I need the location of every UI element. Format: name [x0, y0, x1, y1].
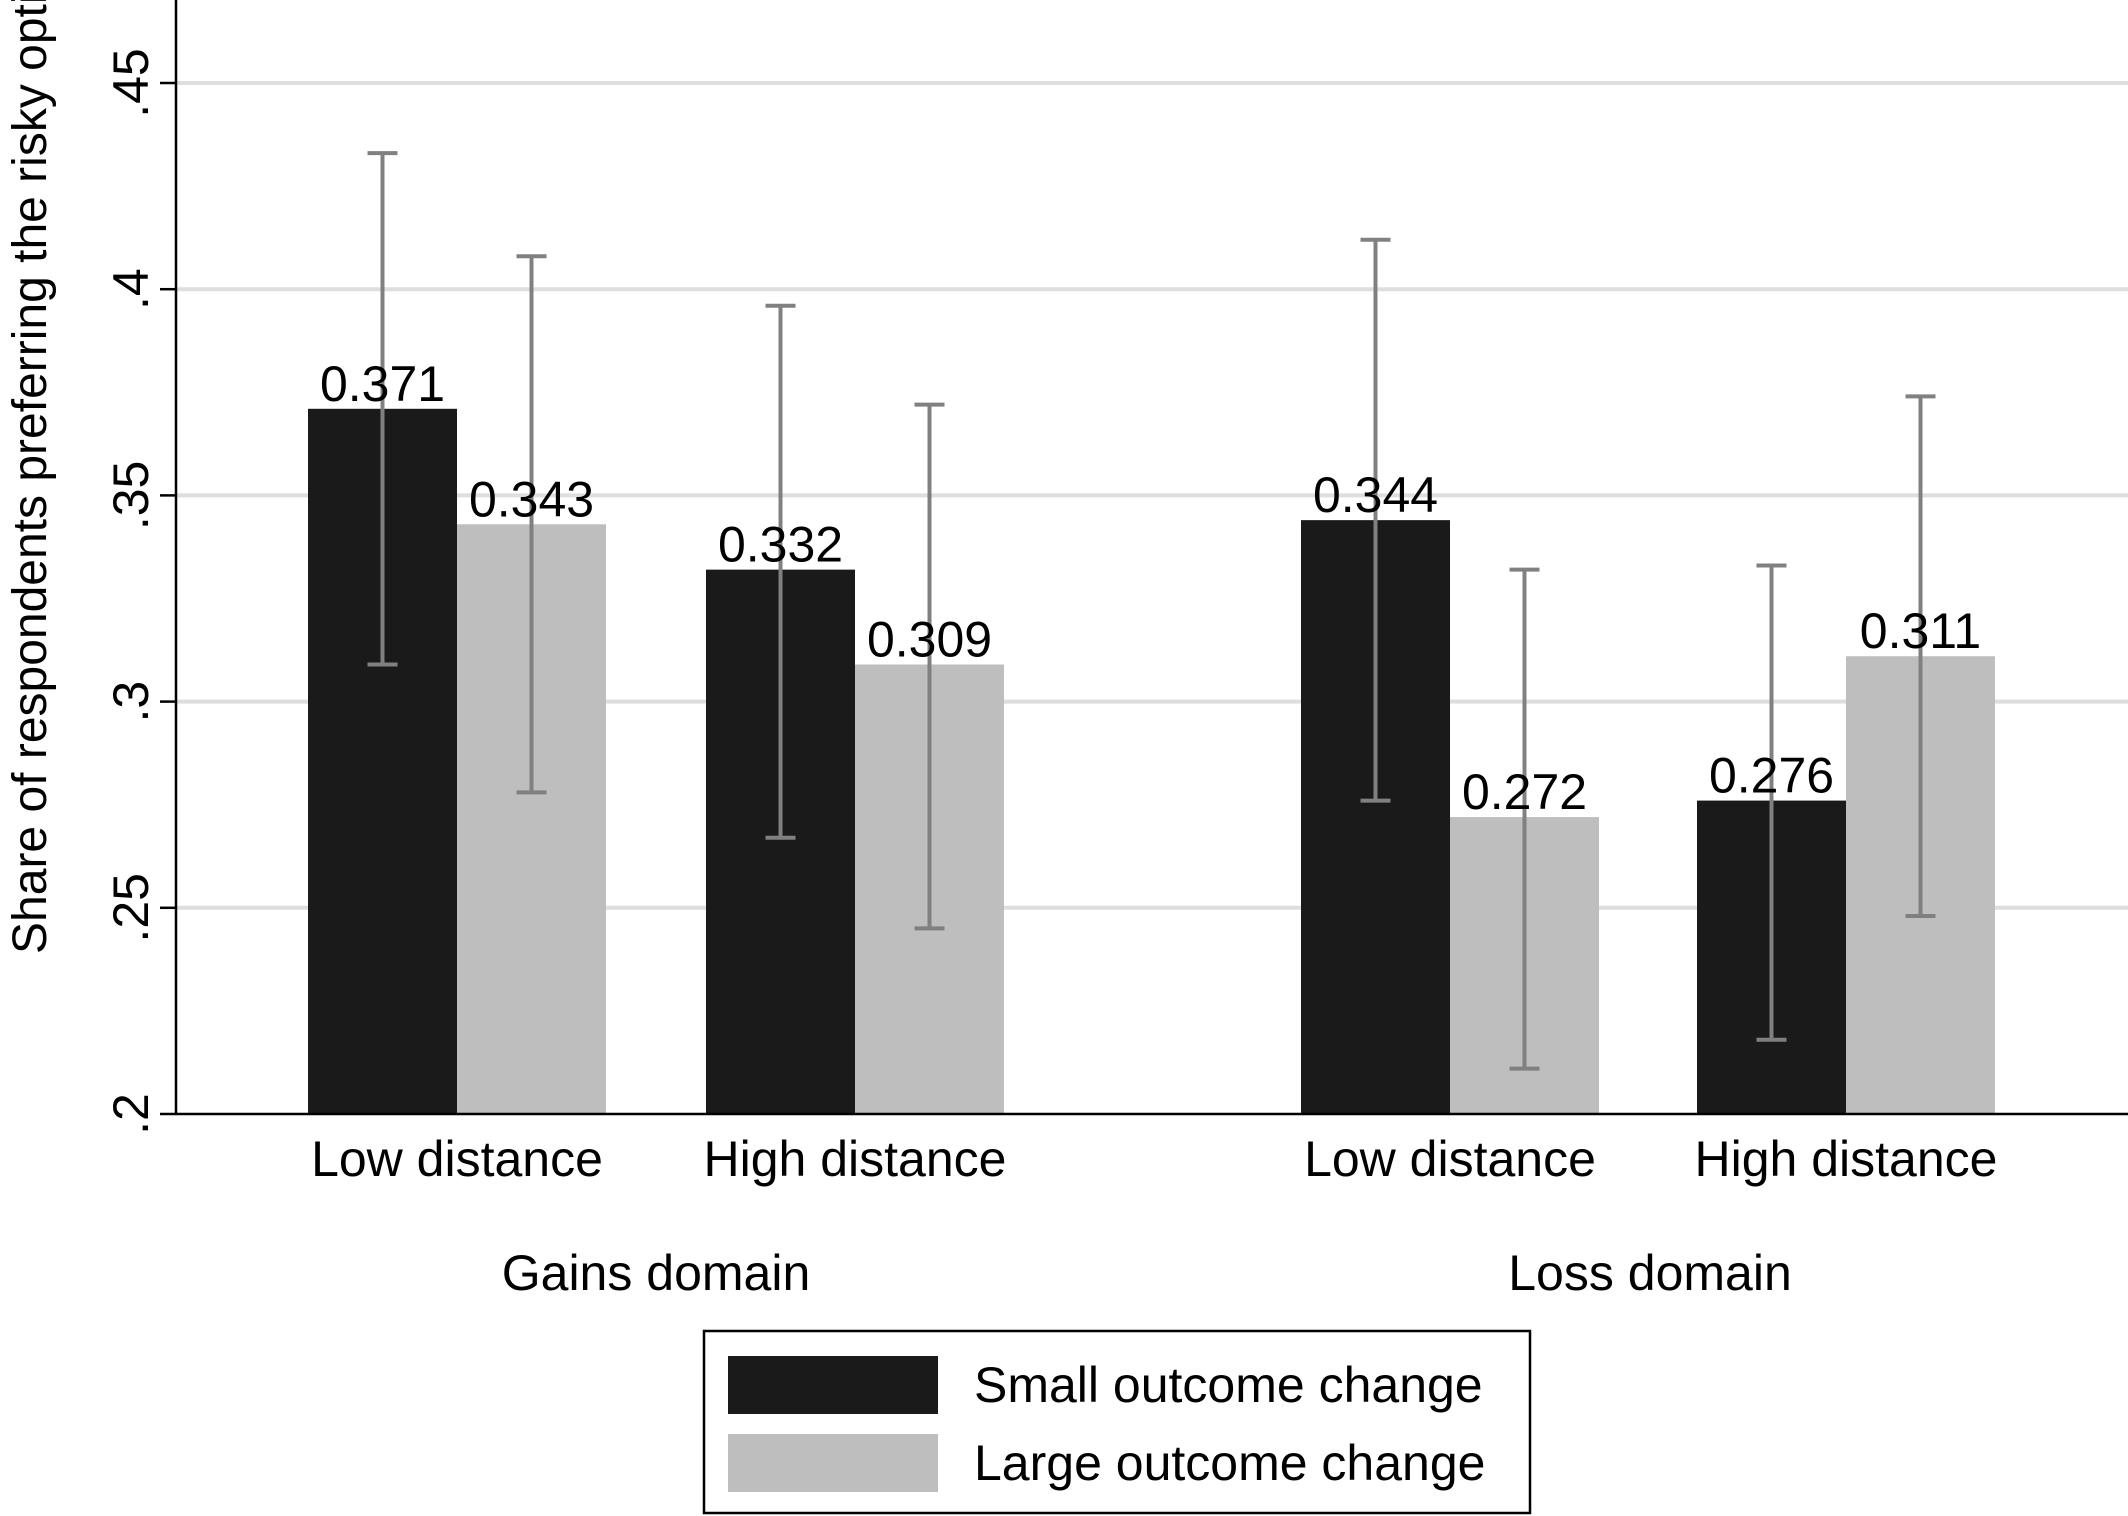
y-axis-title: Share of respondents preferring the risk… — [4, 0, 57, 954]
x-category-label: Low distance — [311, 1131, 603, 1187]
x-category-label: Low distance — [1304, 1131, 1596, 1187]
bar-value-label: 0.344 — [1313, 467, 1438, 523]
y-tick-label: .3 — [103, 681, 159, 723]
legend: Small outcome change Large outcome change — [702, 1329, 1532, 1515]
x-category-label: High distance — [704, 1131, 1007, 1187]
y-tick-label: .25 — [103, 873, 159, 943]
labels: Share of respondents preferring the risk… — [4, 0, 1997, 1301]
error-bar — [1756, 563, 1787, 1042]
error-bar — [1360, 237, 1391, 803]
bar-value-label: 0.276 — [1709, 748, 1834, 804]
error-bar — [765, 303, 796, 840]
bar-value-label: 0.371 — [320, 356, 445, 412]
bar-value-label: 0.311 — [1860, 603, 1981, 659]
bar-value-label: 0.332 — [718, 517, 843, 573]
bar-value-label: 0.343 — [469, 471, 594, 527]
x-group-label: Loss domain — [1508, 1245, 1792, 1301]
error-bar — [516, 254, 547, 795]
bar-value-label: 0.272 — [1462, 764, 1587, 820]
error-bar — [914, 402, 945, 931]
error-bar — [1905, 394, 1936, 919]
y-tick-label: .4 — [103, 268, 159, 310]
y-tick-label: .35 — [103, 461, 159, 531]
y-tick-label: .45 — [103, 48, 159, 118]
bar-value-label: 0.309 — [867, 611, 992, 667]
x-group-label: Gains domain — [502, 1245, 811, 1301]
legend-label: Large outcome change — [974, 1435, 1485, 1491]
legend-swatch — [728, 1356, 938, 1414]
legend-swatch — [728, 1434, 938, 1492]
error-bar — [367, 151, 398, 667]
error-bars — [367, 151, 1936, 1071]
error-bar — [1509, 567, 1540, 1071]
y-tick-label: .2 — [103, 1093, 159, 1135]
axes: .2 .25 .3 .35 .4 .45 — [103, 0, 2128, 1135]
x-category-label: High distance — [1695, 1131, 1998, 1187]
legend-label: Small outcome change — [974, 1357, 1483, 1413]
